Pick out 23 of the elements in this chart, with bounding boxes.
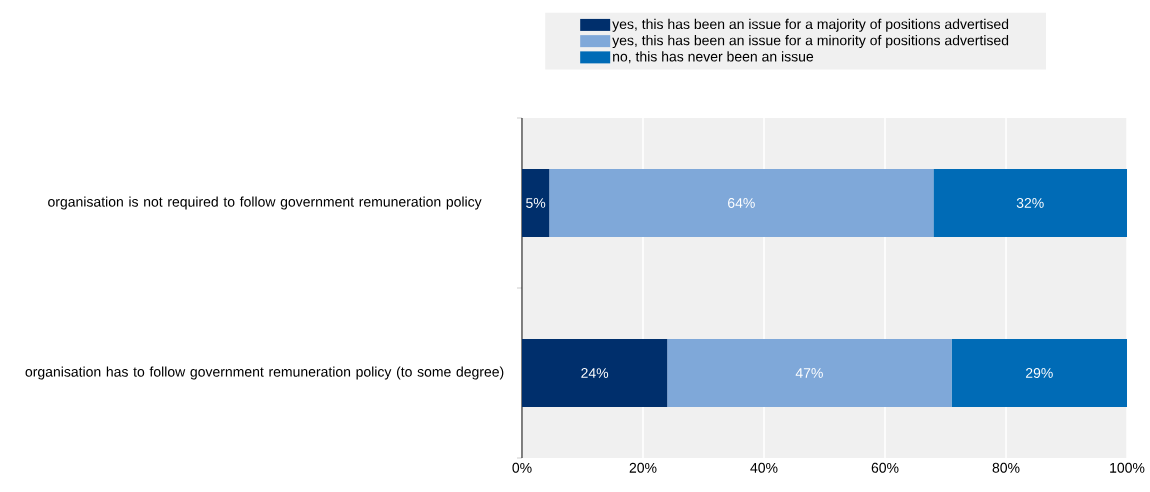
x-tick-label: 20% (629, 462, 657, 473)
data-label: 29% (1025, 368, 1053, 378)
data-label: 64% (728, 198, 755, 208)
data-label: 24% (581, 368, 609, 378)
data-label: 32% (1016, 198, 1044, 208)
data-label: 47% (795, 368, 823, 378)
y-tick-label: organisation has to follow government remuneration policy (to some degree) (25, 366, 504, 380)
x-tick-label: 100% (1110, 462, 1145, 473)
legend-label: no, this has never been an issue (613, 51, 814, 64)
bar (549, 169, 934, 237)
legend-label: yes, this has been an issue for a minority of positions advertised (612, 35, 1009, 49)
bar (667, 339, 952, 407)
bar (522, 339, 668, 407)
x-tick-label: 0% (512, 462, 532, 473)
x-tick-label: 60% (871, 462, 899, 473)
y-tick-label: organisation is not required to follow government remuneration policy (48, 196, 482, 210)
data-label: 5% (526, 198, 546, 208)
legend-label: yes, this has been an issue for a majority of positions advertised (612, 18, 1009, 32)
bar (933, 169, 1128, 237)
x-tick-label: 40% (750, 462, 778, 473)
bar (522, 169, 550, 237)
x-tick-label: 80% (992, 462, 1020, 473)
bar (951, 339, 1128, 407)
